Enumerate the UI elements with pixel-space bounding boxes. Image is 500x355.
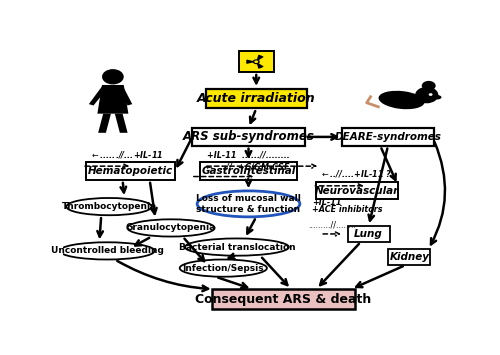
- Ellipse shape: [128, 219, 214, 236]
- FancyBboxPatch shape: [342, 128, 434, 146]
- FancyBboxPatch shape: [316, 182, 398, 199]
- Text: +IL-11  ......//........: +IL-11 ......//........: [207, 151, 290, 160]
- Ellipse shape: [66, 198, 152, 215]
- FancyBboxPatch shape: [200, 162, 297, 180]
- Circle shape: [428, 93, 432, 96]
- Text: Loss of mucosal wall
structure & function: Loss of mucosal wall structure & functio…: [196, 194, 301, 214]
- Text: .........//........: .........//........: [308, 220, 356, 229]
- Text: $\leftarrow$......//...+IL-11: $\leftarrow$......//...+IL-11: [90, 149, 163, 160]
- Wedge shape: [246, 60, 256, 64]
- FancyBboxPatch shape: [348, 226, 390, 242]
- Text: Lung: Lung: [354, 229, 383, 239]
- Text: DEARE-syndromes: DEARE-syndromes: [334, 132, 442, 142]
- Ellipse shape: [185, 239, 289, 256]
- Text: Hematopoietic: Hematopoietic: [88, 166, 173, 176]
- Ellipse shape: [60, 242, 154, 260]
- Text: Neurovascular: Neurovascular: [315, 186, 399, 196]
- FancyBboxPatch shape: [206, 89, 306, 109]
- Text: $\leftarrow$....//  +G/GM-CSF: $\leftarrow$....// +G/GM-CSF: [204, 161, 290, 172]
- Circle shape: [422, 81, 436, 91]
- Text: Thrombocytopenia: Thrombocytopenia: [62, 202, 156, 211]
- Polygon shape: [115, 114, 128, 133]
- Text: +IL-11: +IL-11: [312, 198, 342, 207]
- FancyBboxPatch shape: [388, 249, 430, 265]
- Text: ARS sub-syndromes: ARS sub-syndromes: [182, 130, 314, 143]
- Text: $\leftarrow$..//....+IL-11 ?: $\leftarrow$..//....+IL-11 ?: [320, 168, 392, 179]
- Polygon shape: [98, 114, 111, 133]
- FancyBboxPatch shape: [239, 51, 274, 72]
- Text: Kidney: Kidney: [390, 252, 430, 262]
- FancyBboxPatch shape: [86, 162, 175, 180]
- FancyBboxPatch shape: [192, 128, 304, 146]
- Text: +ACE inhibitors: +ACE inhibitors: [312, 205, 383, 214]
- Ellipse shape: [197, 191, 300, 217]
- Text: Granulocytopenia: Granulocytopenia: [126, 223, 216, 233]
- Ellipse shape: [378, 91, 424, 109]
- Wedge shape: [256, 55, 264, 62]
- Polygon shape: [98, 85, 128, 114]
- Text: Acute irradiation: Acute irradiation: [197, 92, 316, 105]
- Text: Uncontrolled bleeding: Uncontrolled bleeding: [50, 246, 164, 255]
- Text: Consequent ARS & death: Consequent ARS & death: [195, 293, 372, 306]
- Polygon shape: [117, 88, 132, 105]
- Circle shape: [253, 59, 260, 64]
- Circle shape: [102, 69, 124, 84]
- Ellipse shape: [180, 260, 267, 277]
- Text: Infection/Sepsis: Infection/Sepsis: [182, 264, 264, 273]
- Ellipse shape: [433, 95, 442, 99]
- Circle shape: [415, 87, 438, 103]
- Text: Bacterial translocation: Bacterial translocation: [178, 242, 295, 252]
- FancyBboxPatch shape: [212, 289, 355, 309]
- Wedge shape: [256, 62, 264, 69]
- Circle shape: [254, 60, 258, 63]
- Polygon shape: [89, 86, 109, 105]
- Text: Gastrointestinal: Gastrointestinal: [202, 166, 296, 176]
